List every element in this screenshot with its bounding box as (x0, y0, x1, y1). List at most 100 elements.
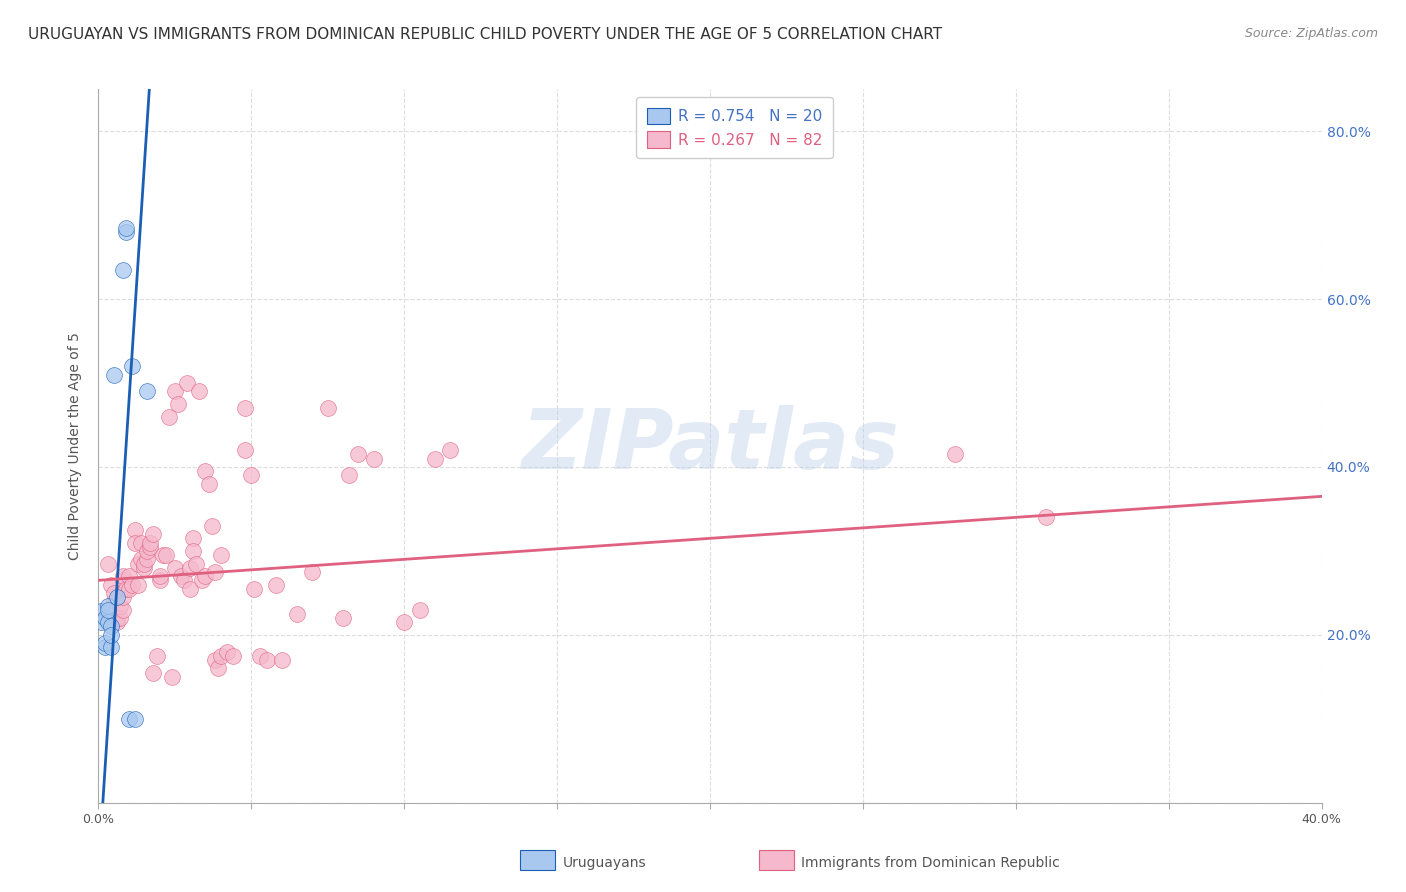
Point (264, 577, 287, 591)
Point (240, 468, 263, 483)
Point (118, 712, 141, 726)
Point (163, 560, 186, 574)
Point (100, 577, 122, 591)
Point (142, 527, 165, 541)
Point (93, 640, 115, 655)
Point (100, 628, 122, 642)
Point (188, 384, 211, 399)
Point (124, 523, 146, 537)
Point (111, 569, 134, 583)
Point (111, 262, 134, 277)
Point (191, 574, 214, 588)
Point (145, 648, 167, 663)
Point (105, 590, 128, 604)
Point (118, 569, 141, 583)
Point (124, 535, 146, 549)
Point (157, 409, 180, 424)
Point (134, 560, 156, 574)
Point (103, 368, 125, 382)
Text: URUGUAYAN VS IMMIGRANTS FROM DOMINICAN REPUBLIC CHILD POVERTY UNDER THE AGE OF 5: URUGUAYAN VS IMMIGRANTS FROM DOMINICAN R… (28, 27, 942, 42)
Text: Uruguayans: Uruguayans (562, 855, 645, 870)
Point (392, 615, 416, 630)
Point (111, 603, 134, 617)
Point (97, 599, 120, 613)
Point (233, 443, 256, 458)
Point (115, 582, 138, 596)
Point (136, 384, 159, 399)
Point (136, 552, 159, 566)
Point (127, 557, 149, 571)
Point (243, 582, 266, 596)
Point (181, 532, 204, 546)
Point (97, 615, 120, 630)
Point (100, 619, 122, 633)
Point (129, 552, 152, 566)
Point (124, 712, 146, 726)
Point (332, 611, 354, 625)
Point (222, 648, 245, 663)
Point (204, 565, 226, 579)
Point (363, 451, 385, 466)
Point (118, 582, 141, 596)
Point (142, 665, 165, 680)
Point (103, 586, 125, 600)
Point (129, 535, 152, 549)
Point (103, 594, 125, 608)
Point (163, 384, 186, 399)
Point (105, 611, 128, 625)
Point (121, 359, 143, 374)
Point (179, 582, 201, 596)
Point (152, 548, 174, 562)
Point (170, 569, 193, 583)
Point (408, 603, 430, 617)
Point (256, 653, 278, 667)
Text: ZIPatlas: ZIPatlas (522, 406, 898, 486)
Point (121, 577, 143, 591)
Point (233, 401, 256, 416)
Point (181, 544, 204, 558)
Point (173, 574, 195, 588)
Point (194, 464, 217, 478)
Point (301, 565, 323, 579)
Point (347, 447, 370, 461)
Point (105, 615, 128, 630)
Point (943, 447, 966, 461)
Point (285, 607, 308, 621)
Y-axis label: Child Poverty Under the Age of 5: Child Poverty Under the Age of 5 (69, 332, 83, 560)
Point (186, 557, 208, 571)
Point (93, 636, 115, 650)
Text: Source: ZipAtlas.com: Source: ZipAtlas.com (1244, 27, 1378, 40)
Point (423, 451, 446, 466)
Point (316, 401, 339, 416)
Point (249, 648, 271, 663)
Point (111, 574, 134, 588)
Point (200, 518, 222, 533)
Point (90, 615, 112, 630)
Point (167, 397, 190, 411)
Point (155, 548, 177, 562)
Point (115, 220, 138, 235)
Point (160, 670, 183, 684)
Point (90, 604, 112, 618)
Point (136, 544, 159, 558)
Point (111, 590, 134, 604)
Point (139, 540, 162, 554)
Point (149, 569, 172, 583)
Legend: R = 0.754   N = 20, R = 0.267   N = 82: R = 0.754 N = 20, R = 0.267 N = 82 (637, 97, 832, 159)
Point (197, 476, 219, 491)
Point (337, 468, 360, 483)
Point (97, 557, 120, 571)
Point (204, 653, 226, 667)
Point (127, 577, 149, 591)
Point (179, 560, 201, 574)
Point (108, 611, 131, 625)
Point (134, 557, 156, 571)
Point (215, 645, 238, 659)
Point (209, 548, 232, 562)
Point (194, 569, 217, 583)
Point (97, 603, 120, 617)
Point (93, 611, 115, 625)
Point (207, 661, 229, 675)
Point (209, 648, 232, 663)
Point (270, 653, 292, 667)
